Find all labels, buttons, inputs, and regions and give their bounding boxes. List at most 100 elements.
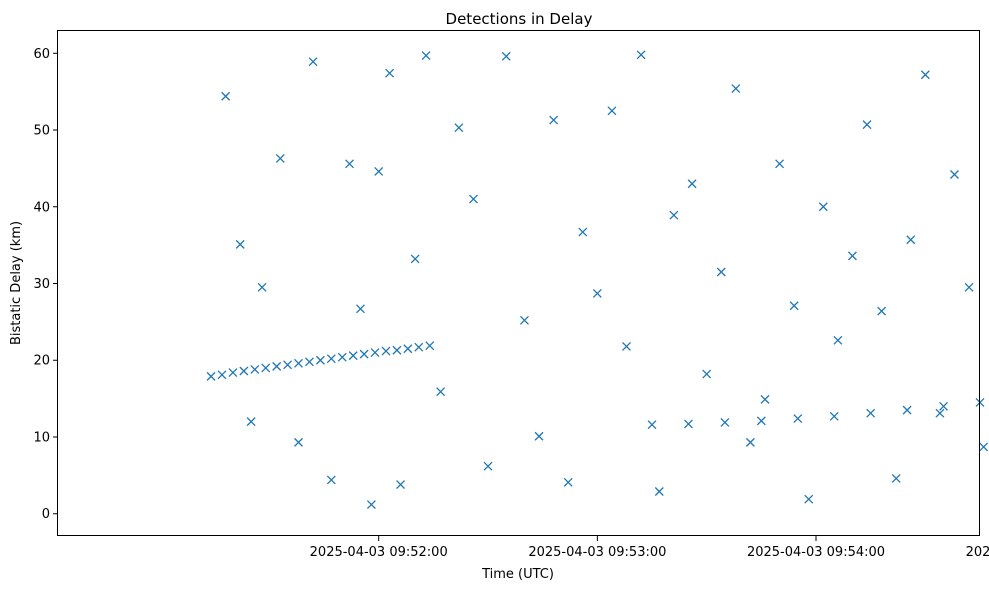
data-point-marker: [935, 408, 945, 418]
data-point-marker: [261, 363, 271, 373]
data-point-marker: [833, 335, 843, 345]
data-point-marker: [731, 84, 741, 94]
data-point-marker: [348, 351, 358, 361]
data-point-marker: [337, 352, 347, 362]
data-point-marker: [228, 368, 238, 377]
data-point-marker: [563, 477, 573, 487]
data-point-marker: [425, 341, 435, 351]
data-point-marker: [520, 315, 529, 325]
data-point-marker: [356, 304, 365, 314]
data-point-marker: [308, 57, 318, 67]
data-point-marker: [720, 417, 730, 427]
y-tick-label: 50: [33, 124, 50, 139]
x-tick-label: 2025-04-03 09:53:00: [528, 545, 666, 560]
data-point-marker: [206, 371, 216, 381]
data-point-marker: [304, 357, 314, 367]
data-point-marker: [257, 282, 267, 292]
data-point-marker: [239, 366, 249, 376]
data-point-marker: [906, 235, 916, 245]
data-point-marker: [950, 170, 959, 179]
data-point-marker: [370, 348, 380, 358]
data-point-marker: [275, 153, 285, 163]
data-point-marker: [654, 487, 664, 496]
data-point-marker: [359, 349, 369, 359]
y-tick-label: 30: [33, 277, 50, 292]
y-tick-label: 60: [33, 47, 50, 62]
data-point-marker: [622, 341, 631, 351]
data-point-marker: [804, 494, 814, 504]
y-tick-label: 0: [42, 507, 50, 522]
data-point-marker: [979, 442, 989, 452]
data-point-marker: [775, 159, 785, 169]
data-point-marker: [217, 370, 227, 380]
data-point-marker: [939, 401, 949, 411]
data-point-marker: [366, 500, 376, 509]
x-tick-label: 2025-04-03 09:52:00: [310, 545, 448, 560]
data-point-marker: [702, 369, 712, 379]
data-point-marker: [578, 227, 588, 237]
data-point-marker: [829, 411, 839, 421]
data-point-marker: [374, 166, 384, 176]
data-point-marker: [250, 364, 260, 374]
data-point-marker: [385, 68, 395, 78]
x-tick-label: 2025-04-03 09:55:00: [966, 545, 989, 560]
data-point-marker: [468, 194, 478, 204]
y-axis-label: Bistatic Delay (km): [9, 221, 24, 345]
data-markers: [206, 50, 989, 509]
data-point-marker: [410, 254, 420, 264]
data-point-marker: [235, 239, 245, 249]
data-point-marker: [756, 416, 766, 426]
data-point-marker: [501, 51, 511, 61]
data-point-marker: [964, 282, 974, 292]
data-point-marker: [392, 345, 402, 355]
x-axis-label: Time (UTC): [481, 567, 554, 582]
y-axis-ticks: 0 10 20 30 40 50 60: [33, 47, 58, 522]
data-point-marker: [847, 251, 857, 261]
data-point-marker: [793, 414, 803, 424]
data-point-marker: [221, 91, 231, 101]
data-point-marker: [687, 179, 697, 189]
data-point-marker: [877, 306, 887, 316]
data-point-marker: [294, 358, 303, 368]
data-point-marker: [862, 120, 872, 130]
x-axis-ticks: 2025-04-03 09:52:00 2025-04-03 09:53:00 20…: [310, 536, 989, 560]
data-point-marker: [414, 342, 424, 352]
data-point-marker: [745, 437, 755, 447]
data-point-marker: [326, 475, 336, 485]
data-point-marker: [454, 123, 464, 133]
data-point-marker: [902, 405, 912, 415]
data-point-marker: [789, 301, 799, 311]
data-point-marker: [436, 387, 446, 397]
data-point-marker: [866, 408, 876, 418]
data-point-marker: [636, 50, 646, 60]
data-point-marker: [760, 394, 770, 404]
data-point-marker: [818, 202, 828, 212]
data-point-marker: [683, 419, 693, 429]
data-point-marker: [381, 346, 391, 356]
y-tick-label: 10: [33, 430, 50, 445]
data-point-marker: [549, 115, 559, 125]
data-point-marker: [891, 473, 901, 483]
y-tick-label: 40: [33, 200, 50, 215]
data-point-marker: [920, 70, 930, 80]
data-point-marker: [403, 344, 413, 354]
plot-area-frame: [57, 30, 980, 536]
data-point-marker: [607, 106, 617, 116]
data-point-marker: [246, 417, 256, 427]
data-point-marker: [345, 159, 355, 169]
x-tick-label: 2025-04-03 09:54:00: [747, 545, 885, 560]
data-point-marker: [592, 289, 602, 298]
data-point-marker: [716, 267, 726, 277]
data-point-marker: [315, 355, 325, 365]
data-point-marker: [294, 437, 303, 447]
data-point-marker: [647, 420, 657, 430]
data-point-marker: [483, 461, 493, 471]
data-point-marker: [669, 210, 679, 220]
chart-title: Detections in Delay: [446, 10, 593, 28]
data-point-marker: [421, 51, 431, 61]
data-point-marker: [396, 480, 406, 490]
data-point-marker: [534, 431, 544, 441]
y-tick-label: 20: [33, 354, 50, 369]
